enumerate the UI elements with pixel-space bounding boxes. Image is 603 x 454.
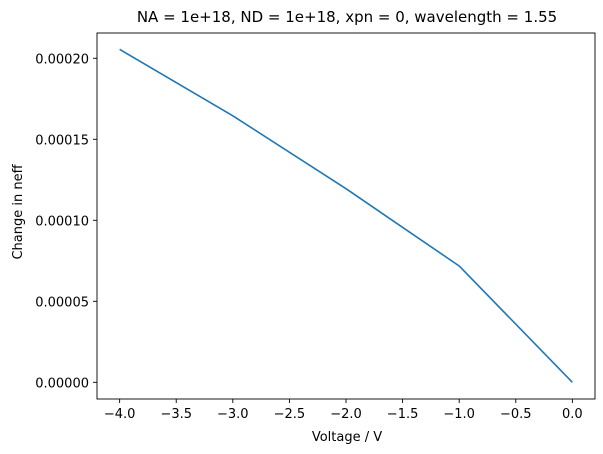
plot-frame xyxy=(96,32,596,400)
x-tick-label: −2.0 xyxy=(330,407,362,422)
x-tick-label: −3.5 xyxy=(160,407,192,422)
y-tick-label: 0.00020 xyxy=(35,52,89,67)
x-tick-label: −1.0 xyxy=(443,407,475,422)
x-tick-label: −2.5 xyxy=(274,407,306,422)
y-axis: 0.00000 0.00005 0.00010 0.00015 0.00020 xyxy=(35,52,97,391)
series-layer xyxy=(119,48,573,383)
series-line xyxy=(119,48,573,383)
x-tick-label: −3.0 xyxy=(217,407,249,422)
y-tick-label: 0.00005 xyxy=(35,295,89,310)
x-axis: −4.0 −3.5 −3.0 −2.5 −2.0 −1.5 −1.0 −0.5 0.0 xyxy=(104,399,583,422)
y-tick-label: 0.00000 xyxy=(35,376,89,391)
x-axis-label: Voltage / V xyxy=(312,430,382,445)
x-tick-label: −4.0 xyxy=(104,407,136,422)
x-tick-label: −1.5 xyxy=(387,407,419,422)
y-tick-label: 0.00015 xyxy=(35,133,89,148)
y-tick-label: 0.00010 xyxy=(35,214,89,229)
x-tick-label: −0.5 xyxy=(500,407,532,422)
y-axis-label: Change in neff xyxy=(11,163,26,259)
x-tick-label: 0.0 xyxy=(562,407,583,422)
chart-title: NA = 1e+18, ND = 1e+18, xpn = 0, wavelen… xyxy=(137,8,557,26)
